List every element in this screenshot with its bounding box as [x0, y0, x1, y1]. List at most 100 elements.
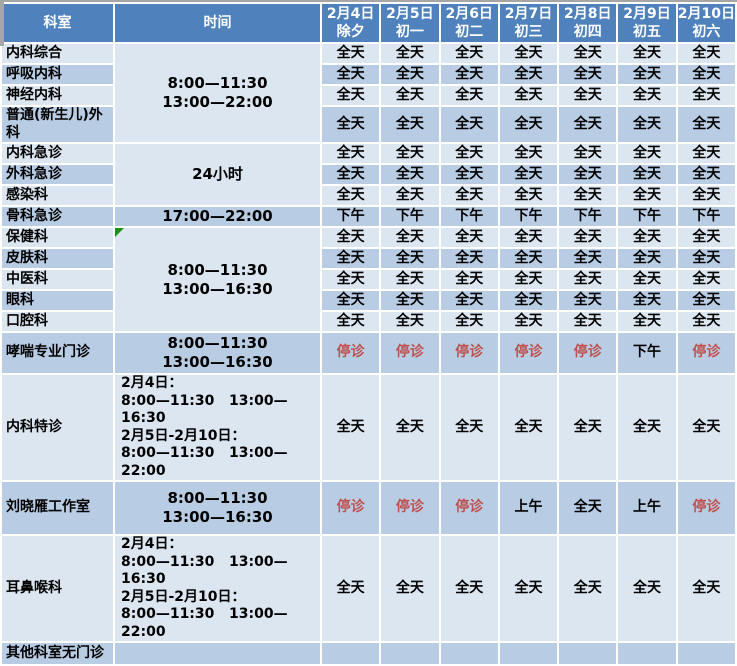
time-cell: 17:00—22:00	[115, 207, 320, 226]
table-row: 内科特诊 2月4日： 8:00—11:30 13:00—16:30 2月5日-2月…	[2, 375, 735, 480]
schedule-cell	[322, 643, 380, 664]
schedule-cell: 全天	[440, 228, 498, 247]
time-text: 8:00—11:30 13:00—16:30	[162, 489, 273, 526]
schedule-cell: 停诊	[440, 482, 498, 534]
schedule-cell: 全天	[559, 86, 617, 105]
department-cell: 内科特诊	[2, 375, 113, 480]
schedule-cell: 全天	[559, 312, 617, 331]
schedule-cell: 全天	[559, 107, 617, 142]
schedule-cell: 全天	[677, 107, 735, 142]
table-row: 口腔科 全天 全天 全天 全天 全天 全天 全天	[2, 312, 735, 331]
schedule-cell: 停诊	[440, 333, 498, 373]
schedule-cell: 全天	[322, 65, 380, 84]
schedule-cell	[499, 643, 558, 664]
table-row: 中医科 全天 全天 全天 全天 全天 全天 全天	[2, 270, 735, 289]
department-cell: 神经内科	[2, 86, 113, 105]
table-row: 感染科 全天 全天 全天 全天 全天 全天 全天	[2, 186, 735, 205]
header-date: 2月5日 初一	[381, 4, 439, 42]
schedule-cell: 全天	[322, 291, 380, 310]
schedule-cell: 全天	[499, 107, 558, 142]
schedule-cell: 全天	[677, 270, 735, 289]
schedule-cell: 全天	[618, 165, 676, 184]
schedule-cell: 全天	[499, 86, 558, 105]
header-time: 时间	[115, 4, 320, 42]
schedule-cell: 全天	[499, 270, 558, 289]
header-department: 科室	[2, 4, 113, 42]
schedule-cell: 全天	[677, 249, 735, 268]
department-cell: 刘晓雁工作室	[2, 482, 113, 534]
schedule-cell: 全天	[499, 144, 558, 163]
schedule-cell: 全天	[322, 228, 380, 247]
schedule-cell: 全天	[559, 144, 617, 163]
schedule-cell: 全天	[381, 291, 439, 310]
department-cell: 哮喘专业门诊	[2, 333, 113, 373]
schedule-cell: 停诊	[677, 482, 735, 534]
table-row: 皮肤科 全天 全天 全天 全天 全天 全天 全天	[2, 249, 735, 268]
schedule-cell: 下午	[559, 207, 617, 226]
department-cell: 内科急诊	[2, 144, 113, 163]
schedule-cell: 全天	[677, 375, 735, 480]
schedule-cell: 全天	[499, 186, 558, 205]
schedule-cell: 全天	[618, 249, 676, 268]
schedule-cell: 下午	[381, 207, 439, 226]
schedule-cell: 停诊	[322, 482, 380, 534]
schedule-cell: 全天	[559, 65, 617, 84]
time-text: 2月4日： 8:00—11:30 13:00—16:30 2月5日-2月10日：…	[121, 536, 288, 640]
schedule-cell: 全天	[499, 312, 558, 331]
schedule-cell: 全天	[559, 375, 617, 480]
schedule-cell: 全天	[440, 107, 498, 142]
schedule-cell: 全天	[559, 536, 617, 641]
header-date: 2月9日 初五	[618, 4, 676, 42]
schedule-cell: 全天	[677, 144, 735, 163]
schedule-cell: 全天	[559, 44, 617, 63]
time-text: 17:00—22:00	[162, 207, 273, 226]
department-cell: 呼吸内科	[2, 65, 113, 84]
department-cell: 口腔科	[2, 312, 113, 331]
table-row: 内科急诊 24小时 全天 全天 全天 全天 全天 全天 全天	[2, 144, 735, 205]
schedule-cell: 全天	[677, 186, 735, 205]
schedule-cell: 全天	[499, 291, 558, 310]
schedule-cell: 下午	[618, 333, 676, 373]
schedule-cell: 全天	[440, 270, 498, 289]
schedule-cell: 停诊	[322, 333, 380, 373]
department-cell: 保健科	[2, 228, 113, 247]
schedule-cell: 全天	[499, 375, 558, 480]
schedule-cell: 全天	[618, 44, 676, 63]
schedule-cell: 全天	[440, 86, 498, 105]
schedule-cell: 全天	[440, 65, 498, 84]
schedule-cell: 下午	[440, 207, 498, 226]
schedule-cell: 全天	[499, 536, 558, 641]
schedule-cell: 下午	[677, 207, 735, 226]
schedule-cell: 停诊	[559, 333, 617, 373]
time-text: 8:00—11:30 13:00—16:30	[162, 334, 273, 371]
schedule-cell: 全天	[559, 291, 617, 310]
department-cell: 其他科室无门诊	[2, 643, 113, 664]
department-cell: 皮肤科	[2, 249, 113, 268]
department-cell: 骨科急诊	[2, 207, 113, 226]
table-row: 神经内科 全天 全天 全天 全天 全天 全天 全天	[2, 86, 735, 105]
schedule-cell: 全天	[322, 86, 380, 105]
department-cell: 耳鼻喉科	[2, 536, 113, 641]
schedule-cell: 全天	[677, 228, 735, 247]
schedule-cell: 全天	[381, 107, 439, 142]
schedule-cell: 全天	[559, 228, 617, 247]
schedule-cell: 全天	[440, 144, 498, 163]
schedule-cell: 全天	[618, 536, 676, 641]
cell-corner-marker-icon	[115, 228, 124, 237]
time-text: 8:00—11:30 13:00—22:00	[162, 74, 273, 111]
schedule-cell: 全天	[618, 144, 676, 163]
schedule-cell: 全天	[559, 165, 617, 184]
schedule-cell: 全天	[381, 86, 439, 105]
schedule-cell: 全天	[381, 249, 439, 268]
schedule-cell: 全天	[499, 165, 558, 184]
schedule-cell: 全天	[677, 44, 735, 63]
schedule-cell: 下午	[322, 207, 380, 226]
schedule-cell: 全天	[618, 186, 676, 205]
schedule-cell: 全天	[381, 228, 439, 247]
department-cell: 眼科	[2, 291, 113, 310]
schedule-cell: 全天	[440, 165, 498, 184]
time-cell: 8:00—11:30 13:00—22:00	[115, 44, 320, 142]
time-cell: 2月4日： 8:00—11:30 13:00—16:30 2月5日-2月10日：…	[115, 375, 320, 480]
schedule-cell: 全天	[499, 249, 558, 268]
